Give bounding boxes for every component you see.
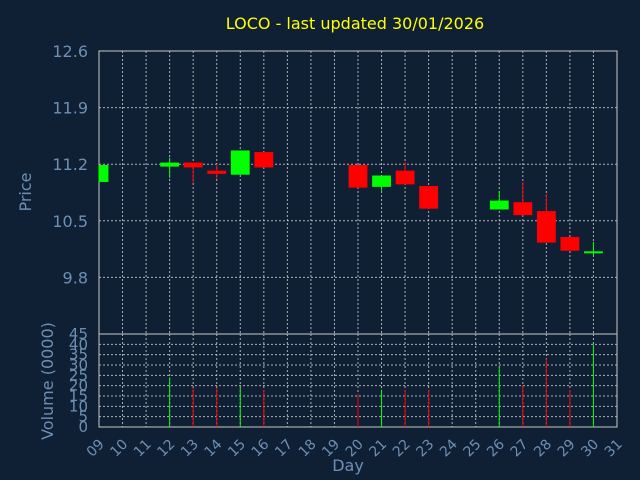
candle-body xyxy=(419,186,439,209)
price-axis-label: Price xyxy=(16,172,35,211)
volume-tick-label: 25 xyxy=(69,366,88,384)
candle-body xyxy=(372,175,391,187)
volume-tick-label: 45 xyxy=(69,325,88,343)
candle-body xyxy=(560,236,580,251)
candle-body xyxy=(536,211,556,243)
volume-tick-label: 10 xyxy=(69,397,88,415)
volume-tick-label: 5 xyxy=(78,408,88,426)
chart-title: LOCO - last updated 30/01/2026 xyxy=(226,14,484,33)
volume-tick-label: 40 xyxy=(69,335,88,353)
candle-body xyxy=(584,251,603,254)
candle-body xyxy=(395,170,415,185)
candle-body xyxy=(348,165,368,188)
candle-body xyxy=(254,152,274,168)
volume-tick-label: 20 xyxy=(69,377,88,395)
price-tick-label: 10.5 xyxy=(52,212,88,231)
volume-tick-label: 30 xyxy=(69,356,88,374)
volume-series xyxy=(169,344,594,427)
candlestick-series xyxy=(98,150,603,256)
price-tick-label: 9.8 xyxy=(63,268,88,287)
day-axis-label: Day xyxy=(332,456,364,475)
price-axis: 9.8 10.5 11.2 11.9 12.6 xyxy=(52,42,88,287)
price-tick-label: 11.9 xyxy=(52,99,88,118)
candle-body xyxy=(230,150,250,175)
volume-tick-label: 15 xyxy=(69,387,88,405)
candle-body xyxy=(99,165,109,182)
volume-axis-label: Volume (0000) xyxy=(38,322,57,440)
candle-body xyxy=(489,200,509,210)
volume-tick-label: 0 xyxy=(78,418,88,436)
candle-body xyxy=(207,170,227,174)
price-tick-label: 11.2 xyxy=(52,155,88,174)
price-tick-label: 12.6 xyxy=(52,42,88,61)
candle-body xyxy=(160,162,180,167)
candle-body xyxy=(513,202,533,216)
candle-body xyxy=(183,162,203,168)
volume-tick-label: 35 xyxy=(69,346,88,364)
